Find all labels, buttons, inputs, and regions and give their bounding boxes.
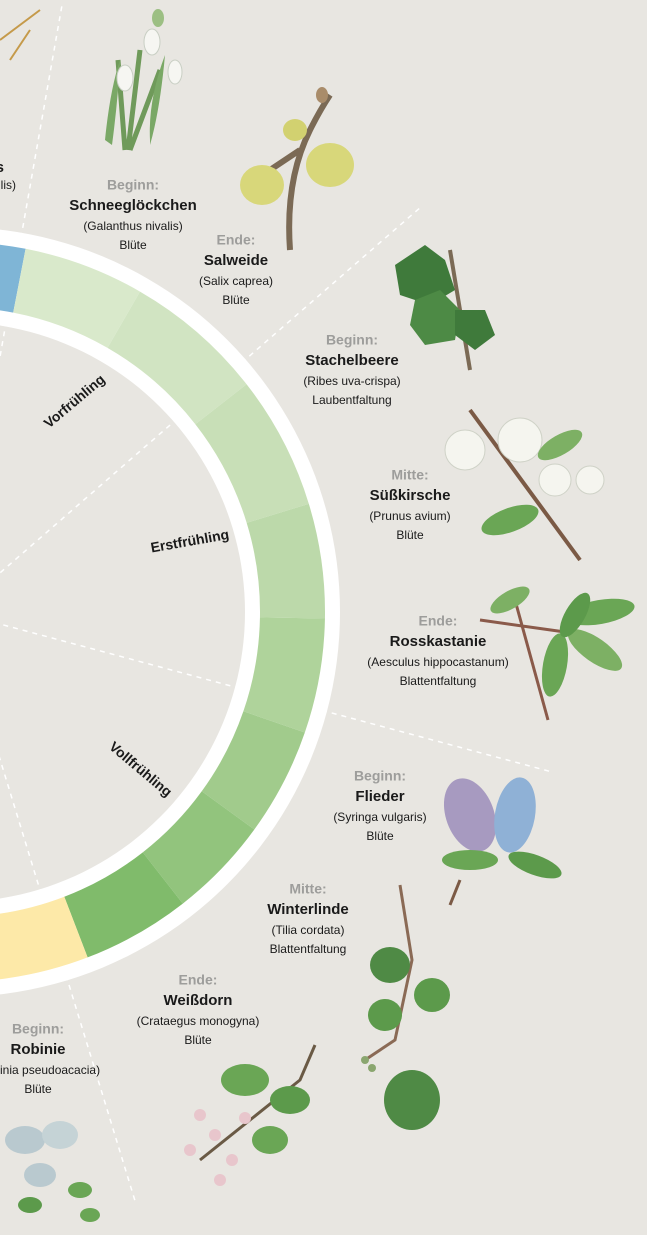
plant-event: Blüte — [222, 293, 250, 307]
plant-latin: (Salix caprea) — [199, 274, 273, 288]
plant-name: Winterlinde — [267, 901, 349, 918]
plant-latin: (Tilia cordata) — [272, 923, 345, 937]
plant-name: Süßkirsche — [370, 487, 451, 504]
plant-event: Blattentfaltung — [270, 942, 347, 956]
plant-name: Weißdorn — [164, 992, 233, 1009]
plant-name: Rosskastanie — [390, 633, 487, 650]
plant-latin: (Galanthus nivalis) — [83, 219, 182, 233]
plant-latin: lis) — [1, 178, 16, 192]
plant-latin: (Crataegus monogyna) — [137, 1014, 260, 1028]
plant-name: Stachelbeere — [305, 352, 398, 369]
phase-label: Beginn: — [12, 1021, 64, 1037]
phase-label: Ende: — [217, 232, 256, 248]
phase-label: Mitte: — [391, 467, 428, 483]
phase-label: Beginn: — [326, 332, 378, 348]
plant-name: s — [0, 159, 4, 176]
phase-label: Ende: — [179, 972, 218, 988]
plant-latin: (Ribes uva-crispa) — [303, 374, 400, 388]
phase-label: Ende: — [419, 613, 458, 629]
plant-name: Robinie — [11, 1041, 66, 1058]
page: {"seasons": [ {"label": "Vorfrühling"}, … — [0, 0, 647, 1235]
plant-event: Laubentfaltung — [312, 393, 391, 407]
plant-event: Blüte — [366, 829, 394, 843]
plant-event: Blattentfaltung — [400, 674, 477, 688]
phase-label: Mitte: — [289, 881, 326, 897]
plant-event: Blüte — [396, 528, 424, 542]
plant-event: Blüte — [184, 1033, 212, 1047]
plant-event: Blüte — [24, 1082, 52, 1096]
plant-name: Flieder — [355, 788, 404, 805]
plant-latin: (Prunus avium) — [369, 509, 450, 523]
phase-label: Beginn: — [107, 177, 159, 193]
plant-latin: inia pseudoacacia) — [0, 1063, 100, 1077]
plant-latin: (Aesculus hippocastanum) — [367, 655, 508, 669]
plant-latin: (Syringa vulgaris) — [333, 810, 426, 824]
plant-name: Schneeglöckchen — [69, 197, 197, 214]
phenology-clock: VorfrühlingErstfrühlingVollfrühlingslis)… — [0, 0, 647, 1235]
plant-event: Blüte — [119, 238, 147, 252]
phase-label: Beginn: — [354, 768, 406, 784]
plant-name: Salweide — [204, 252, 268, 269]
